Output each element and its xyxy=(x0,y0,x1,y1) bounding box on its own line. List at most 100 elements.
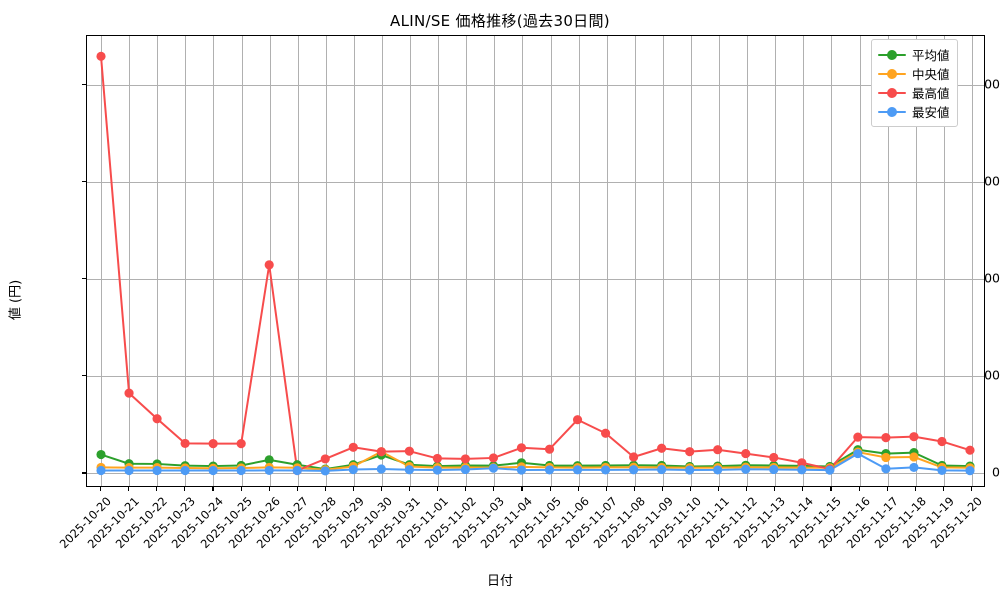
legend-item[interactable]: 最安値 xyxy=(878,102,950,121)
line-marker-icon xyxy=(878,87,906,99)
gridline-vertical xyxy=(129,36,131,486)
series-marker xyxy=(797,458,807,468)
gridline-vertical xyxy=(691,36,693,486)
series-marker xyxy=(180,465,190,476)
series-marker xyxy=(264,260,274,270)
x-axis-tick-mark xyxy=(886,487,888,491)
series-marker xyxy=(516,465,527,475)
x-axis-tick-mark xyxy=(802,487,804,491)
x-axis-tick-mark xyxy=(100,487,102,491)
series-marker xyxy=(404,446,414,456)
x-axis-tick-mark xyxy=(409,487,411,491)
gridline-horizontal xyxy=(87,279,984,280)
series-marker xyxy=(376,464,386,474)
series-line xyxy=(100,452,971,472)
gridline-vertical xyxy=(157,36,159,486)
series-marker xyxy=(853,449,863,459)
series-marker xyxy=(96,51,106,61)
series-marker xyxy=(657,443,667,453)
gridline-vertical xyxy=(747,36,749,486)
gridline-vertical xyxy=(803,36,805,486)
series-marker xyxy=(96,465,106,476)
series-marker xyxy=(909,432,919,442)
x-axis-tick-mark xyxy=(296,487,298,491)
series-marker xyxy=(685,465,695,475)
gridline-horizontal xyxy=(87,84,984,86)
x-axis-tick-mark xyxy=(605,487,607,491)
gridline-vertical xyxy=(719,36,721,486)
series-marker xyxy=(685,447,695,457)
gridline-vertical xyxy=(578,36,580,486)
series-marker xyxy=(741,449,751,459)
series-marker xyxy=(208,465,218,476)
y-axis-tick-mark xyxy=(82,375,86,377)
x-axis-label: 日付 xyxy=(486,574,513,589)
x-axis-tick-mark xyxy=(690,487,692,491)
series-marker xyxy=(572,415,583,425)
x-axis-tick-mark xyxy=(128,487,130,491)
gridline-horizontal xyxy=(87,473,984,475)
gridline-vertical xyxy=(522,36,524,486)
gridline-vertical xyxy=(550,36,552,486)
gridline-horizontal xyxy=(87,181,984,183)
series-marker xyxy=(769,464,779,475)
series-marker xyxy=(208,439,218,449)
x-axis-tick-mark xyxy=(521,487,523,491)
y-axis-tick-label: 0 xyxy=(992,464,1000,480)
series-line xyxy=(100,448,971,471)
series-marker xyxy=(572,465,583,475)
series-marker xyxy=(937,436,947,447)
x-axis-tick-mark xyxy=(212,487,214,491)
series-marker xyxy=(292,465,302,476)
legend-item[interactable]: 最高値 xyxy=(878,83,950,102)
x-axis-tick-mark xyxy=(352,487,354,491)
series-marker xyxy=(236,439,246,449)
gridline-vertical xyxy=(466,36,468,486)
series-marker xyxy=(769,452,779,463)
legend-item[interactable]: 平均値 xyxy=(878,45,950,64)
series-marker xyxy=(881,464,891,474)
series-marker xyxy=(657,464,667,475)
series-marker xyxy=(713,465,723,475)
y-axis-tick-mark xyxy=(82,83,86,85)
line-marker-icon xyxy=(878,49,906,61)
x-axis-tick-mark xyxy=(858,487,860,491)
series-marker xyxy=(124,388,134,398)
series-marker xyxy=(937,465,947,475)
series-marker xyxy=(460,464,471,475)
series-marker xyxy=(881,433,891,443)
x-axis-tick-mark xyxy=(661,487,664,491)
series-marker xyxy=(152,465,162,476)
gridline-horizontal xyxy=(87,376,984,378)
series-marker xyxy=(825,465,835,475)
x-axis-tick-mark xyxy=(268,487,270,491)
gridline-vertical xyxy=(775,36,777,486)
series-lines xyxy=(96,51,975,476)
y-axis-tick-mark xyxy=(82,180,86,182)
gridline-vertical xyxy=(438,36,440,486)
x-axis-tick-mark xyxy=(633,487,635,491)
x-axis-tick-mark xyxy=(493,487,495,491)
x-axis-tick-mark xyxy=(577,487,579,491)
series-marker xyxy=(909,452,919,462)
x-axis-tick-mark xyxy=(184,487,186,491)
series-marker xyxy=(516,443,527,453)
series-marker xyxy=(629,465,639,475)
x-axis-tick-mark xyxy=(746,487,748,491)
chart-title: ALIN/SE 価格推移(過去30日間) xyxy=(390,12,610,30)
legend-item-label: 平均値 xyxy=(912,48,950,63)
legend-item-label: 中央値 xyxy=(912,67,950,82)
x-axis-tick-mark xyxy=(774,487,776,491)
series-marker xyxy=(544,465,555,475)
series-line xyxy=(100,55,971,472)
series-marker xyxy=(488,453,499,463)
gridline-vertical xyxy=(381,36,383,486)
gridline-vertical xyxy=(185,36,187,486)
gridline-vertical xyxy=(859,36,861,486)
legend-item[interactable]: 中央値 xyxy=(878,64,950,83)
gridline-vertical xyxy=(213,36,215,486)
gridline-vertical xyxy=(634,36,636,486)
x-axis-tick-mark xyxy=(914,487,916,491)
series-marker xyxy=(320,454,330,464)
gridline-vertical xyxy=(943,36,945,486)
